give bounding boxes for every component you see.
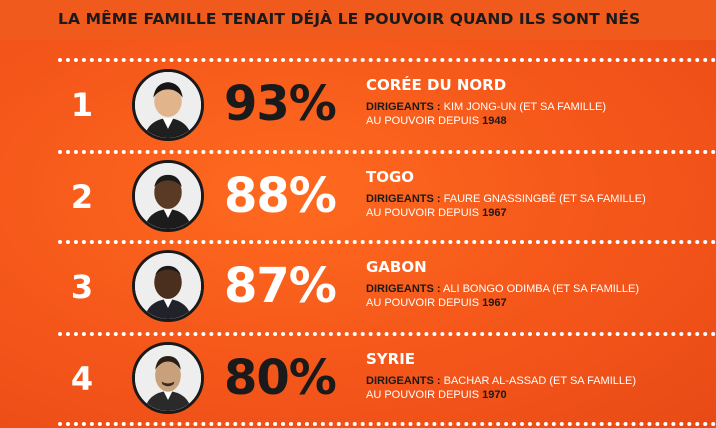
percentage-value: 88% — [224, 168, 337, 224]
since-label: AU POUVOIR DEPUIS — [366, 389, 480, 401]
leader-info: DIRIGEANTS : FAURE GNASSINGBÉ (ET SA FAM… — [366, 192, 706, 220]
country-name: GABON — [366, 258, 427, 276]
leaders-name: ALI BONGO ODIMBA (ET SA FAMILLE) — [443, 283, 640, 295]
rank-number: 3 — [70, 268, 94, 306]
dotted-divider — [58, 240, 716, 244]
leaders-name: FAURE GNASSINGBÉ (ET SA FAMILLE) — [443, 193, 646, 205]
since-label: AU POUVOIR DEPUIS — [366, 297, 480, 309]
percentage-value: 87% — [224, 258, 337, 314]
portrait-kim-jong-un — [132, 69, 204, 141]
since-year: 1967 — [482, 207, 507, 219]
header-bar — [0, 0, 716, 40]
leader-info: DIRIGEANTS : KIM JONG-UN (ET SA FAMILLE)… — [366, 100, 706, 128]
portrait-ali-bongo-odimba — [132, 250, 204, 322]
rank-number: 1 — [70, 86, 94, 124]
leaders-name: KIM JONG-UN (ET SA FAMILLE) — [443, 101, 607, 113]
page-title: LA MÊME FAMILLE TENAIT DÉJÀ LE POUVOIR Q… — [58, 10, 641, 28]
country-name: TOGO — [366, 168, 415, 186]
since-year: 1948 — [482, 115, 507, 127]
since-year: 1967 — [482, 297, 507, 309]
ranking-row-1: 1 93% CORÉE DU NORD DIRIGEANTS : KIM JON… — [0, 60, 716, 150]
country-name: SYRIE — [366, 350, 416, 368]
rank-number: 4 — [70, 360, 94, 398]
leaders-name: BACHAR AL-ASSAD (ET SA FAMILLE) — [443, 375, 636, 387]
since-year: 1970 — [482, 389, 507, 401]
percentage-value: 80% — [224, 350, 337, 406]
dotted-divider — [58, 332, 716, 336]
since-label: AU POUVOIR DEPUIS — [366, 115, 480, 127]
dotted-divider — [58, 422, 716, 426]
ranking-row-3: 3 87% GABON DIRIGEANTS : ALI BONGO ODIMB… — [0, 242, 716, 332]
country-name: CORÉE DU NORD — [366, 76, 507, 94]
rank-number: 2 — [70, 178, 94, 216]
leaders-label: DIRIGEANTS : — [366, 101, 441, 113]
since-label: AU POUVOIR DEPUIS — [366, 207, 480, 219]
ranking-row-4: 4 80% SYRIE DIRIGEANTS : BACHAR AL-ASSAD… — [0, 334, 716, 424]
percentage-value: 93% — [224, 76, 337, 132]
leaders-label: DIRIGEANTS : — [366, 283, 441, 295]
leader-info: DIRIGEANTS : ALI BONGO ODIMBA (ET SA FAM… — [366, 282, 706, 310]
leaders-label: DIRIGEANTS : — [366, 375, 441, 387]
dotted-divider — [58, 58, 716, 62]
leaders-label: DIRIGEANTS : — [366, 193, 441, 205]
portrait-bachar-al-assad — [132, 342, 204, 414]
leader-info: DIRIGEANTS : BACHAR AL-ASSAD (ET SA FAMI… — [366, 374, 706, 402]
dotted-divider — [58, 150, 716, 154]
ranking-row-2: 2 88% TOGO DIRIGEANTS : FAURE GNASSINGBÉ… — [0, 152, 716, 242]
portrait-faure-gnassingbe — [132, 160, 204, 232]
